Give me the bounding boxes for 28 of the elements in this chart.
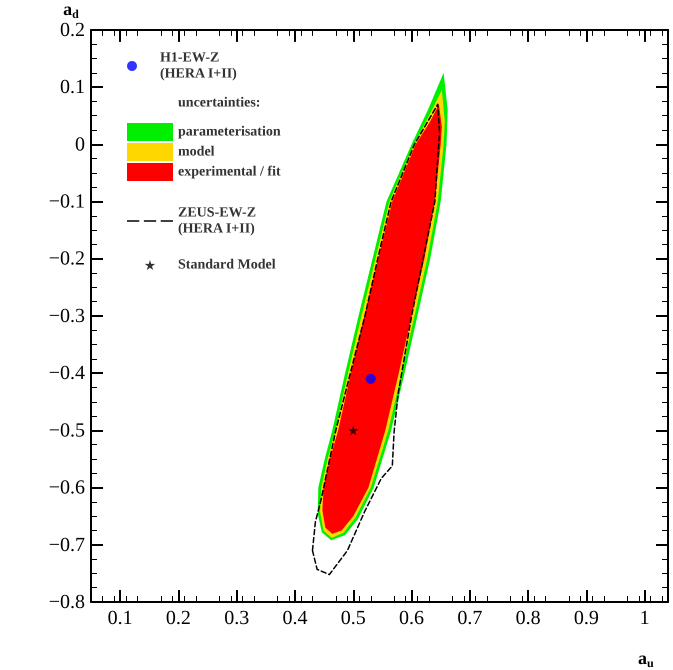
y-tick-label: −0.1: [48, 190, 85, 213]
x-tick-label: 0.5: [340, 607, 366, 629]
x-tick-label: 0.2: [166, 607, 191, 629]
x-tick-label: 0.9: [574, 607, 599, 629]
x-tick-label: 0.3: [224, 607, 250, 629]
x-tick-label: 0.1: [108, 607, 133, 629]
y-tick-label: −0.7: [48, 534, 85, 556]
y-tick-label: 0: [75, 133, 85, 156]
legend-label: experimental / fit: [178, 164, 281, 180]
legend-label: ZEUS-EW-Z (HERA I+II): [178, 206, 256, 236]
x-tick-label: 0.6: [399, 607, 424, 629]
legend-label: model: [178, 144, 215, 160]
y-tick-label: −0.2: [48, 248, 85, 270]
y-tick-label: −0.4: [48, 362, 85, 384]
y-tick-label: −0.6: [48, 476, 85, 499]
y-tick-label: −0.3: [48, 304, 85, 327]
x-tick-label: 0.7: [457, 607, 482, 629]
x-tick-label: 0.8: [516, 607, 541, 629]
y-tick-label: −0.5: [48, 419, 85, 442]
legend-title: uncertainties:: [178, 96, 260, 110]
legend-label: parameterisation: [178, 124, 281, 140]
y-tick-label: 0.2: [60, 18, 85, 41]
x-tick-label: 0.4: [282, 607, 308, 629]
legend-label: Standard Model: [178, 258, 276, 272]
x-tick-label: 1: [640, 607, 650, 629]
y-tick-label: −0.8: [48, 591, 85, 613]
legend-label: H1-EW-Z (HERA I+II): [160, 50, 238, 82]
y-tick-label: 0.1: [60, 76, 85, 98]
